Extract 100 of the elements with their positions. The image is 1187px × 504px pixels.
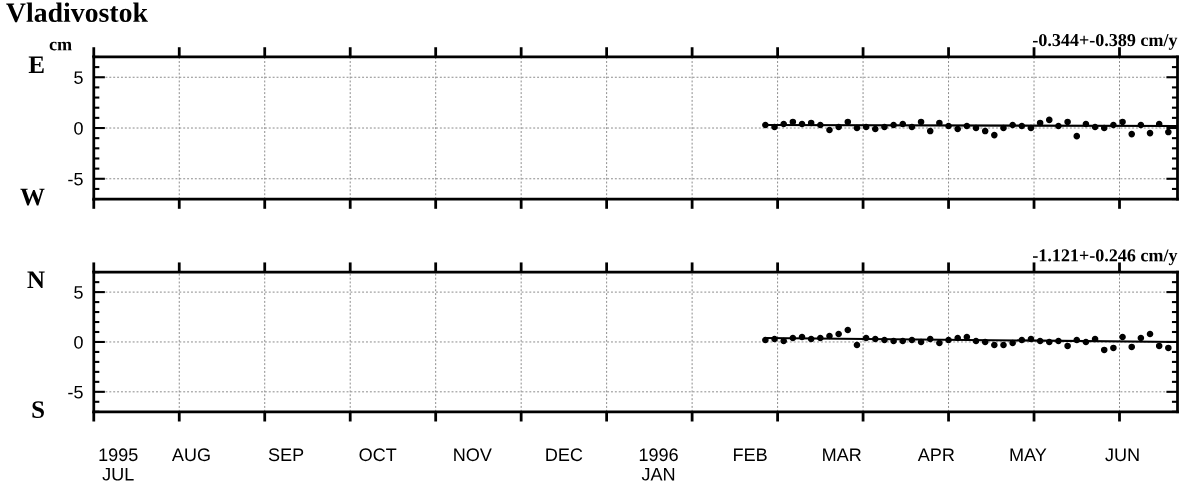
point (798, 120, 806, 128)
x-tick-label: FEB (734, 448, 767, 461)
point (890, 337, 897, 345)
x-tick-label: MAY (1010, 448, 1047, 461)
point (1146, 129, 1154, 137)
x-tick-label: DEC (546, 448, 583, 462)
point (862, 123, 870, 131)
point (954, 334, 961, 342)
point (780, 337, 787, 345)
point (881, 336, 888, 344)
point (835, 330, 842, 338)
x-tick-label: JUN (1105, 448, 1139, 462)
y-tick-label: 0 (74, 121, 83, 135)
point (1073, 132, 1081, 140)
point (844, 118, 852, 126)
point (762, 121, 769, 129)
point (780, 120, 787, 128)
point (1137, 121, 1145, 129)
point (981, 338, 989, 346)
point (1100, 124, 1108, 132)
text: W (20, 188, 45, 206)
point (1018, 122, 1026, 130)
text: N (27, 271, 45, 288)
point (945, 122, 952, 130)
point (1082, 338, 1090, 346)
point (1036, 337, 1044, 345)
point (1110, 121, 1117, 129)
point (789, 118, 797, 126)
point (1091, 335, 1099, 343)
x-tick-label: SEP (268, 448, 304, 462)
point (1009, 121, 1016, 129)
point (1146, 330, 1154, 338)
y-tick-label: 5 (74, 286, 83, 299)
point (954, 125, 961, 133)
point (936, 119, 943, 127)
point (826, 332, 833, 340)
text: -0.344+-0.389 cm/y (1032, 33, 1178, 50)
point (1165, 128, 1172, 136)
point (762, 336, 769, 344)
point (853, 124, 861, 132)
point (817, 121, 824, 129)
point (936, 339, 943, 347)
point (890, 121, 897, 129)
point (991, 341, 998, 349)
point (972, 337, 980, 345)
point (771, 335, 778, 343)
point (926, 127, 934, 135)
point (1073, 336, 1081, 344)
point (1128, 130, 1136, 138)
x-tick-label: NOV (454, 448, 492, 462)
point (945, 336, 952, 344)
x-tick-label: 1995 JUL (99, 448, 138, 481)
y-tick-label: 0 (74, 335, 83, 349)
point (972, 124, 980, 132)
point (835, 123, 842, 131)
point (817, 334, 824, 342)
y-axis-title: cm (49, 41, 72, 51)
point (1137, 334, 1145, 342)
point (1082, 120, 1090, 128)
point (991, 131, 998, 139)
point (1064, 118, 1071, 126)
y-tick-label: -5 (68, 385, 83, 399)
point (981, 127, 989, 135)
point (807, 119, 815, 127)
point (789, 334, 797, 342)
point (1128, 343, 1136, 351)
point (1027, 124, 1035, 132)
point (1045, 116, 1053, 124)
point (1064, 342, 1071, 350)
point (871, 335, 879, 343)
point (1119, 333, 1126, 341)
point (1119, 118, 1126, 126)
point (1155, 120, 1163, 128)
point (1045, 338, 1053, 346)
point (1091, 123, 1099, 131)
point (1000, 341, 1007, 349)
point (853, 341, 861, 349)
text: S (32, 401, 44, 419)
point (807, 335, 815, 343)
point (899, 120, 907, 128)
point (771, 123, 778, 131)
point (899, 337, 907, 345)
point (1165, 344, 1172, 352)
point (1100, 346, 1108, 354)
point (1027, 335, 1035, 343)
point (908, 336, 916, 344)
y-tick-label: 5 (74, 71, 83, 84)
point (1000, 124, 1007, 132)
point (798, 333, 806, 341)
chart-title: Vladivostok (6, 2, 148, 23)
point (1036, 119, 1044, 127)
point (908, 123, 916, 131)
point (1110, 344, 1117, 352)
point (917, 338, 925, 346)
point (917, 118, 925, 126)
point (963, 122, 971, 130)
text: E (28, 56, 44, 73)
text: -1.121+-0.246 cm/y (1032, 249, 1178, 266)
x-tick-label: OCT (359, 448, 397, 462)
x-tick-label: AUG (171, 448, 210, 462)
